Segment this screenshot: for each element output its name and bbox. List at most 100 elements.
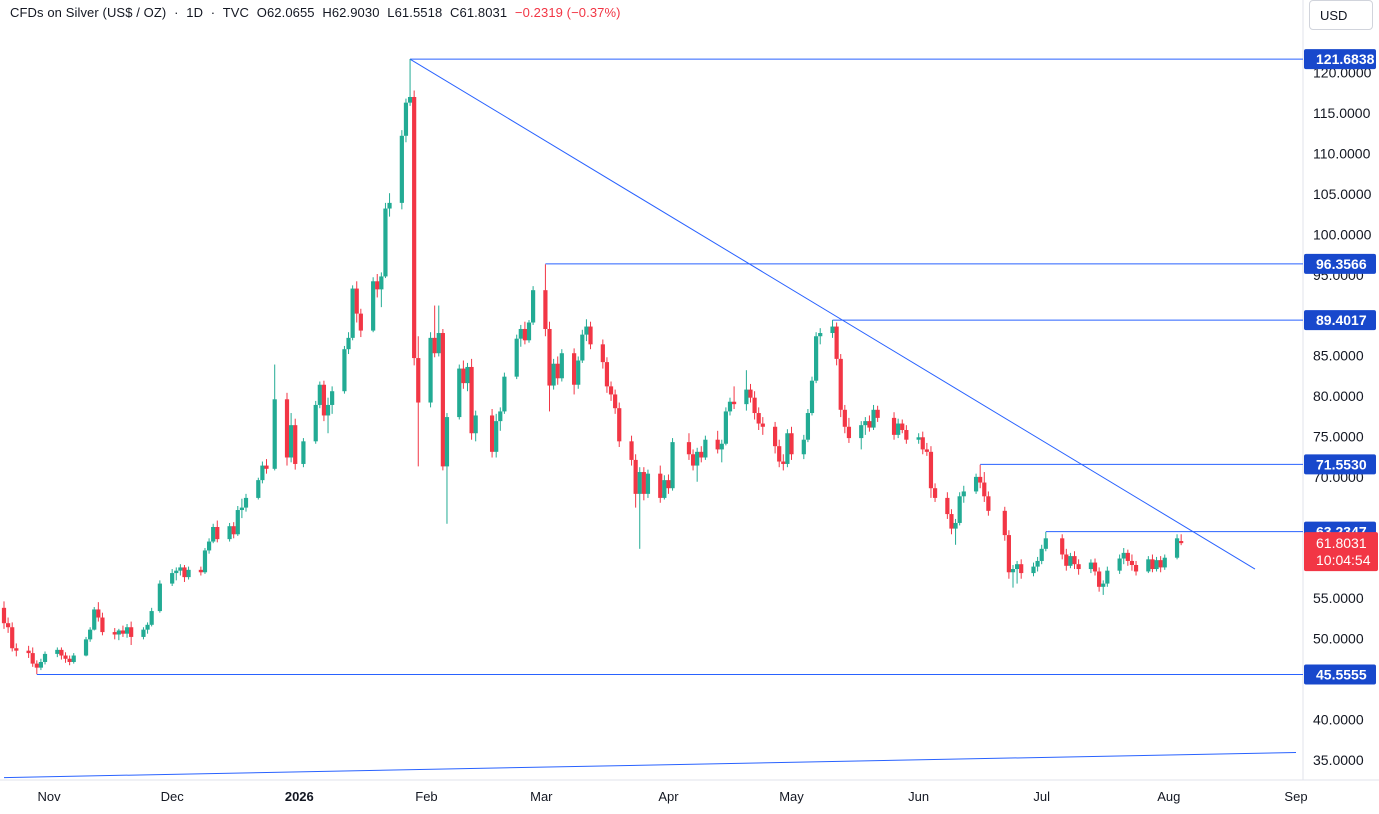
candle xyxy=(346,332,351,355)
candle xyxy=(580,329,585,363)
candle-body xyxy=(830,326,835,334)
candle-body xyxy=(358,313,363,331)
time-tick-label: Feb xyxy=(415,789,437,804)
price-tick-label: 50.0000 xyxy=(1313,631,1364,647)
candle xyxy=(559,349,564,382)
candle-body xyxy=(256,480,261,498)
candle-body xyxy=(1129,560,1135,565)
candle-body xyxy=(371,281,376,331)
candle-body xyxy=(1154,560,1159,570)
candle-body xyxy=(1174,538,1180,558)
candle xyxy=(403,98,409,143)
candle xyxy=(215,520,220,543)
candle xyxy=(633,454,638,508)
candle xyxy=(444,413,450,524)
candle-body xyxy=(34,663,39,668)
candle xyxy=(145,622,150,634)
candle xyxy=(1101,580,1106,595)
candle xyxy=(699,446,704,463)
candle-body xyxy=(658,473,663,498)
candle xyxy=(978,464,983,489)
candle xyxy=(1133,560,1139,576)
candle-body xyxy=(973,476,979,492)
candle-body xyxy=(502,376,507,412)
candle xyxy=(6,617,11,633)
candle xyxy=(896,418,901,439)
candle xyxy=(260,461,265,484)
candle xyxy=(641,467,646,501)
candle xyxy=(10,622,15,652)
candle xyxy=(1002,506,1007,541)
low-value: L61.5518 xyxy=(387,5,443,20)
candle xyxy=(809,376,815,416)
level-price-tag: 96.3566 xyxy=(1304,253,1376,274)
candle xyxy=(457,364,462,420)
candle-body xyxy=(916,437,921,440)
level-tag-bg xyxy=(1304,253,1376,274)
level-tag-bg xyxy=(1304,664,1376,685)
candle xyxy=(14,643,19,657)
candle-body xyxy=(71,655,76,662)
candle xyxy=(842,404,847,434)
price-tick-label: 85.0000 xyxy=(1313,348,1364,364)
currency-selector[interactable]: USD xyxy=(1309,0,1373,30)
candle xyxy=(358,308,363,338)
candle-body xyxy=(55,649,60,654)
candle xyxy=(231,522,236,539)
candle xyxy=(465,362,470,392)
candle xyxy=(88,627,93,642)
candle-body xyxy=(1006,535,1011,573)
candle xyxy=(604,357,610,393)
time-tick-label: Sep xyxy=(1284,789,1307,804)
candle xyxy=(645,469,651,498)
candle-body xyxy=(432,337,437,354)
candle xyxy=(1010,564,1016,588)
candle-body xyxy=(457,368,462,418)
candle xyxy=(1125,549,1130,566)
candle xyxy=(818,328,823,345)
candle xyxy=(416,336,421,467)
candle xyxy=(124,624,130,638)
candle-body xyxy=(785,433,790,464)
candle-body xyxy=(428,337,433,403)
candle-body xyxy=(284,399,290,458)
candle-body xyxy=(896,423,901,435)
candle xyxy=(239,498,244,519)
candle xyxy=(920,431,925,455)
candle xyxy=(777,439,782,468)
candle-body xyxy=(239,507,244,511)
candle-body xyxy=(633,459,638,494)
time-tick-label: Apr xyxy=(658,789,679,804)
level-price-tag: 71.5530 xyxy=(1304,454,1376,475)
candle xyxy=(112,628,117,640)
candle-body xyxy=(867,421,872,428)
candle-body xyxy=(83,639,89,656)
candle xyxy=(1076,559,1081,575)
candle xyxy=(834,322,839,366)
candle-body xyxy=(231,526,236,535)
candle-body xyxy=(215,527,220,540)
candle xyxy=(867,415,872,432)
time-tick-label: May xyxy=(779,789,804,804)
candle-body xyxy=(1002,510,1007,536)
candle-body xyxy=(174,570,179,574)
candle-body xyxy=(805,413,811,440)
candle xyxy=(1129,554,1135,571)
candle-body xyxy=(580,334,585,361)
candle-body xyxy=(317,384,322,405)
candle-body xyxy=(141,629,146,637)
candle-body xyxy=(1072,556,1077,565)
candle xyxy=(59,647,64,660)
candle xyxy=(1097,567,1102,592)
candle-body xyxy=(198,569,203,573)
level-tag-label: 121.6838 xyxy=(1316,51,1375,67)
price-tick-label: 105.0000 xyxy=(1313,186,1372,202)
candle-body xyxy=(1117,558,1122,571)
candle xyxy=(629,435,634,466)
candle-body xyxy=(982,482,987,497)
candle xyxy=(801,434,806,460)
candle-body xyxy=(629,441,634,460)
candle xyxy=(157,580,162,613)
